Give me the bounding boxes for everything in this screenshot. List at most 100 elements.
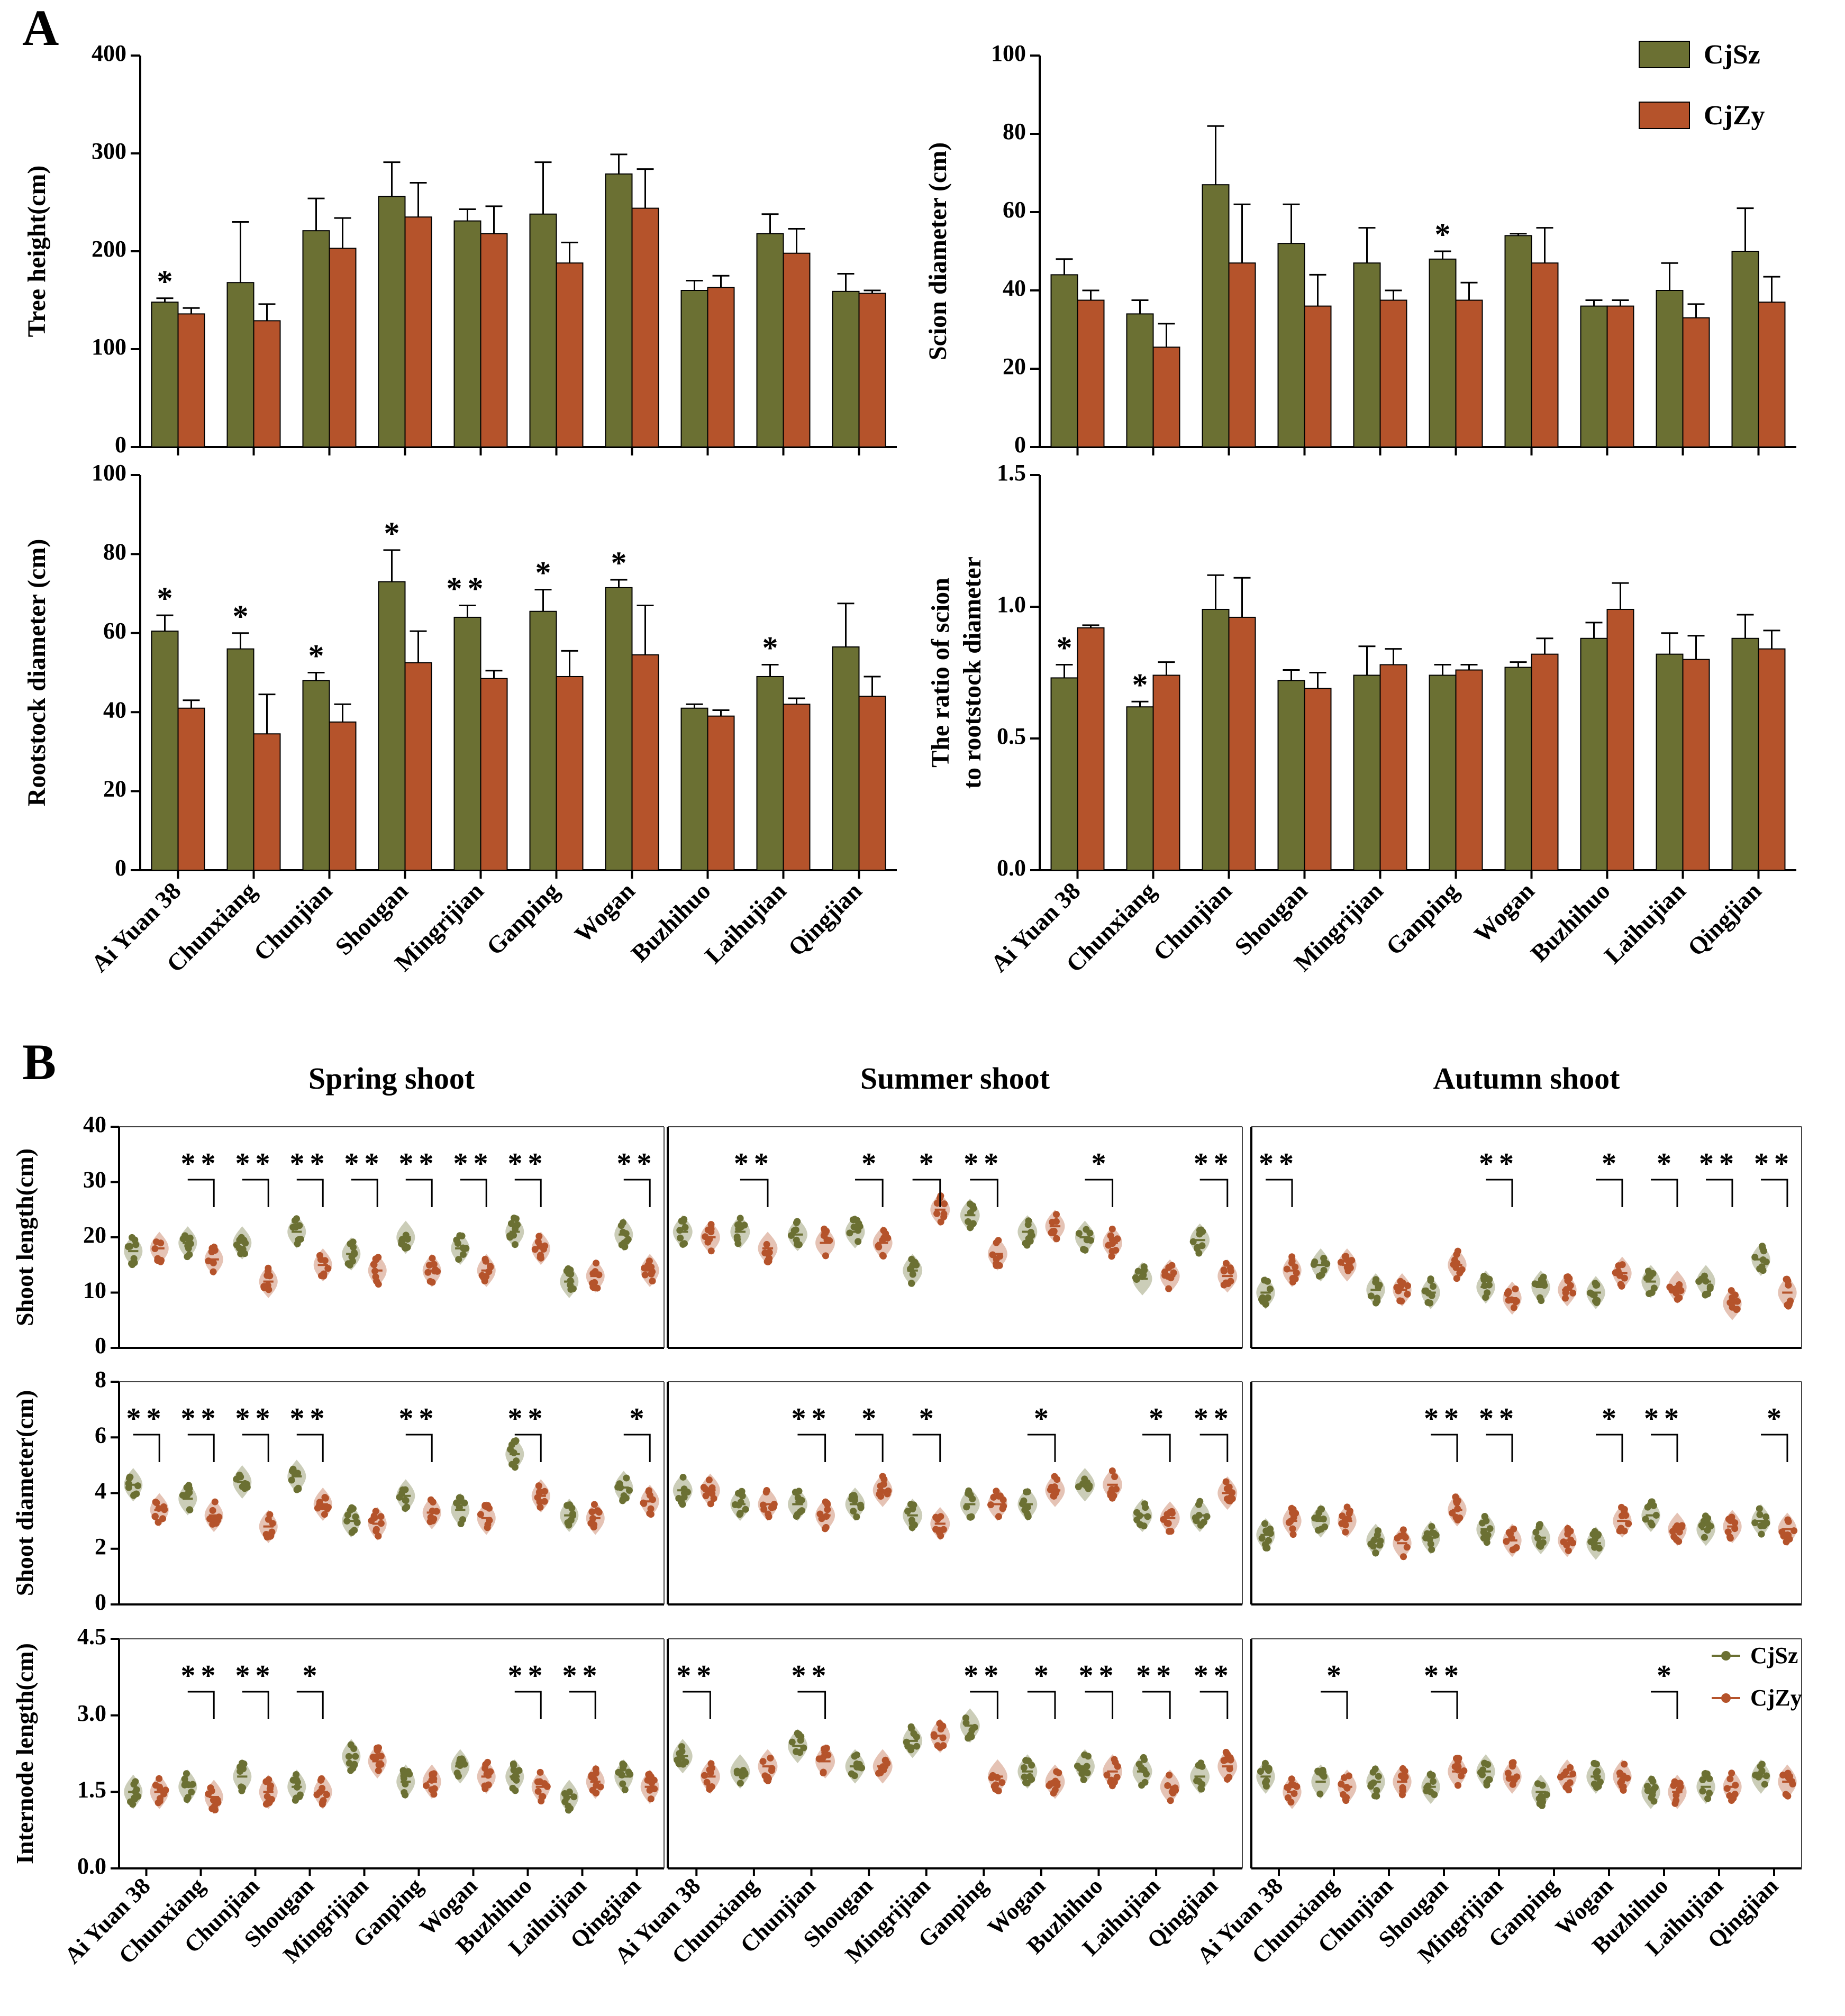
- data-point-cjzy: [941, 1200, 948, 1208]
- data-point-cjzy: [593, 1260, 600, 1267]
- data-point-cjzy: [1564, 1530, 1571, 1538]
- data-point-cjzy: [931, 1732, 938, 1740]
- data-point-cjsz: [455, 1773, 462, 1780]
- significance-bracket: [187, 1691, 215, 1719]
- data-point-cjsz: [1486, 1275, 1493, 1283]
- data-point-cjsz: [678, 1498, 685, 1506]
- x-tick-label: Laihujian: [699, 877, 791, 969]
- data-point-cjzy: [268, 1796, 275, 1803]
- data-point-cjsz: [1701, 1534, 1708, 1541]
- data-point-cjsz: [734, 1240, 742, 1247]
- data-point-cjzy: [590, 1501, 598, 1508]
- data-point-cjzy: [1454, 1247, 1461, 1255]
- y-tick-label: 40: [103, 697, 126, 723]
- data-point-cjzy: [646, 1257, 653, 1265]
- data-point-cjzy: [484, 1758, 492, 1766]
- y-tick-label: 80: [103, 539, 126, 564]
- data-point-cjsz: [1136, 1521, 1143, 1528]
- data-point-cjzy: [1108, 1782, 1116, 1790]
- significance-bracket: [351, 1179, 378, 1207]
- significance-bracket: [1266, 1179, 1293, 1207]
- significance-bracket: [1761, 1179, 1788, 1207]
- data-point-cjzy: [1784, 1301, 1791, 1309]
- data-point-cjsz: [1642, 1516, 1649, 1523]
- y-tick-label: 100: [92, 460, 126, 486]
- data-point-cjzy: [537, 1768, 544, 1776]
- significance-bracket: [1199, 1434, 1229, 1462]
- significance-bracket: [460, 1179, 487, 1207]
- data-point-cjzy: [368, 1517, 375, 1525]
- significance-mark: *: [1034, 1659, 1049, 1692]
- data-point-cjzy: [824, 1501, 831, 1508]
- data-point-cjzy: [534, 1787, 542, 1795]
- data-point-cjzy: [1671, 1778, 1678, 1785]
- significance-mark: **: [399, 1402, 439, 1435]
- significance-bracket: [970, 1691, 998, 1719]
- data-point-cjzy: [880, 1475, 888, 1483]
- bar-cjzy: [1077, 627, 1105, 871]
- bar-cjsz: [1656, 290, 1684, 448]
- data-point-cjsz: [399, 1486, 406, 1493]
- y-axis-title: Rootstock diameter (cm): [23, 539, 51, 807]
- data-point-cjzy: [487, 1263, 494, 1270]
- significance-mark: *: [1657, 1659, 1671, 1692]
- data-point-cjzy: [933, 1210, 941, 1217]
- data-point-cjsz: [620, 1762, 628, 1769]
- data-point-cjsz: [512, 1438, 519, 1445]
- data-point-cjzy: [1618, 1782, 1625, 1790]
- data-point-cjzy: [821, 1525, 829, 1532]
- y-tick-label: 2: [95, 1534, 106, 1559]
- significance-mark: **: [1424, 1402, 1464, 1435]
- significance-mark: **: [235, 1147, 276, 1180]
- x-tick-label: Wogan: [569, 877, 640, 948]
- y-tick-label: 8: [95, 1366, 106, 1392]
- significance-mark: **: [734, 1147, 774, 1180]
- bar-cjsz: [1731, 251, 1759, 448]
- data-point-cjzy: [375, 1281, 382, 1288]
- data-point-cjsz: [792, 1226, 799, 1234]
- data-point-cjsz: [349, 1765, 357, 1772]
- significance-mark: *: [630, 1402, 644, 1435]
- data-point-cjzy: [535, 1233, 543, 1240]
- data-point-cjzy: [1220, 1266, 1228, 1274]
- data-point-cjsz: [680, 1240, 688, 1247]
- data-point-cjzy: [1397, 1772, 1405, 1780]
- significance-mark: **: [1699, 1147, 1739, 1180]
- significance-bracket: [569, 1691, 596, 1719]
- bar-cjsz: [756, 676, 784, 871]
- bar-cjsz: [1126, 313, 1154, 448]
- data-point-cjsz: [1480, 1272, 1488, 1280]
- data-point-cjzy: [762, 1489, 770, 1496]
- data-point-cjsz: [292, 1796, 299, 1804]
- significance-mark: *: [861, 1147, 876, 1180]
- bar-cjzy: [1152, 674, 1180, 871]
- data-point-cjzy: [534, 1238, 542, 1246]
- bar-cjzy: [707, 715, 735, 871]
- data-point-cjsz: [798, 1497, 805, 1504]
- data-point-cjzy: [995, 1237, 1002, 1244]
- data-point-cjzy: [589, 1786, 596, 1794]
- data-point-cjzy: [1728, 1287, 1735, 1294]
- significance-bracket: [1651, 1179, 1678, 1207]
- data-point-cjsz: [1028, 1776, 1035, 1783]
- data-point-cjsz: [1142, 1504, 1149, 1511]
- x-tick-label: Buzhihuo: [1525, 877, 1615, 967]
- y-tick-label: 1.5: [77, 1776, 106, 1802]
- x-tick-label: Ganping: [481, 877, 564, 960]
- bar-cjzy: [253, 733, 281, 871]
- data-point-cjsz: [1022, 1779, 1030, 1786]
- data-point-cjzy: [882, 1230, 889, 1237]
- significance-bracket: [623, 1179, 651, 1207]
- data-point-cjzy: [481, 1278, 488, 1285]
- data-point-cjsz: [238, 1787, 246, 1794]
- bar-cjsz: [378, 196, 406, 448]
- legend-label-cjsz: CjSz: [1704, 40, 1760, 70]
- data-point-cjzy: [1726, 1517, 1734, 1525]
- data-point-cjsz: [398, 1237, 405, 1245]
- data-point-cjsz: [623, 1474, 630, 1482]
- x-tick-label: Qingjian: [1683, 877, 1767, 961]
- bar-cjzy: [253, 320, 281, 448]
- bar-cjsz: [453, 616, 481, 871]
- data-point-cjsz: [1373, 1792, 1380, 1800]
- data-point-cjsz: [288, 1476, 295, 1484]
